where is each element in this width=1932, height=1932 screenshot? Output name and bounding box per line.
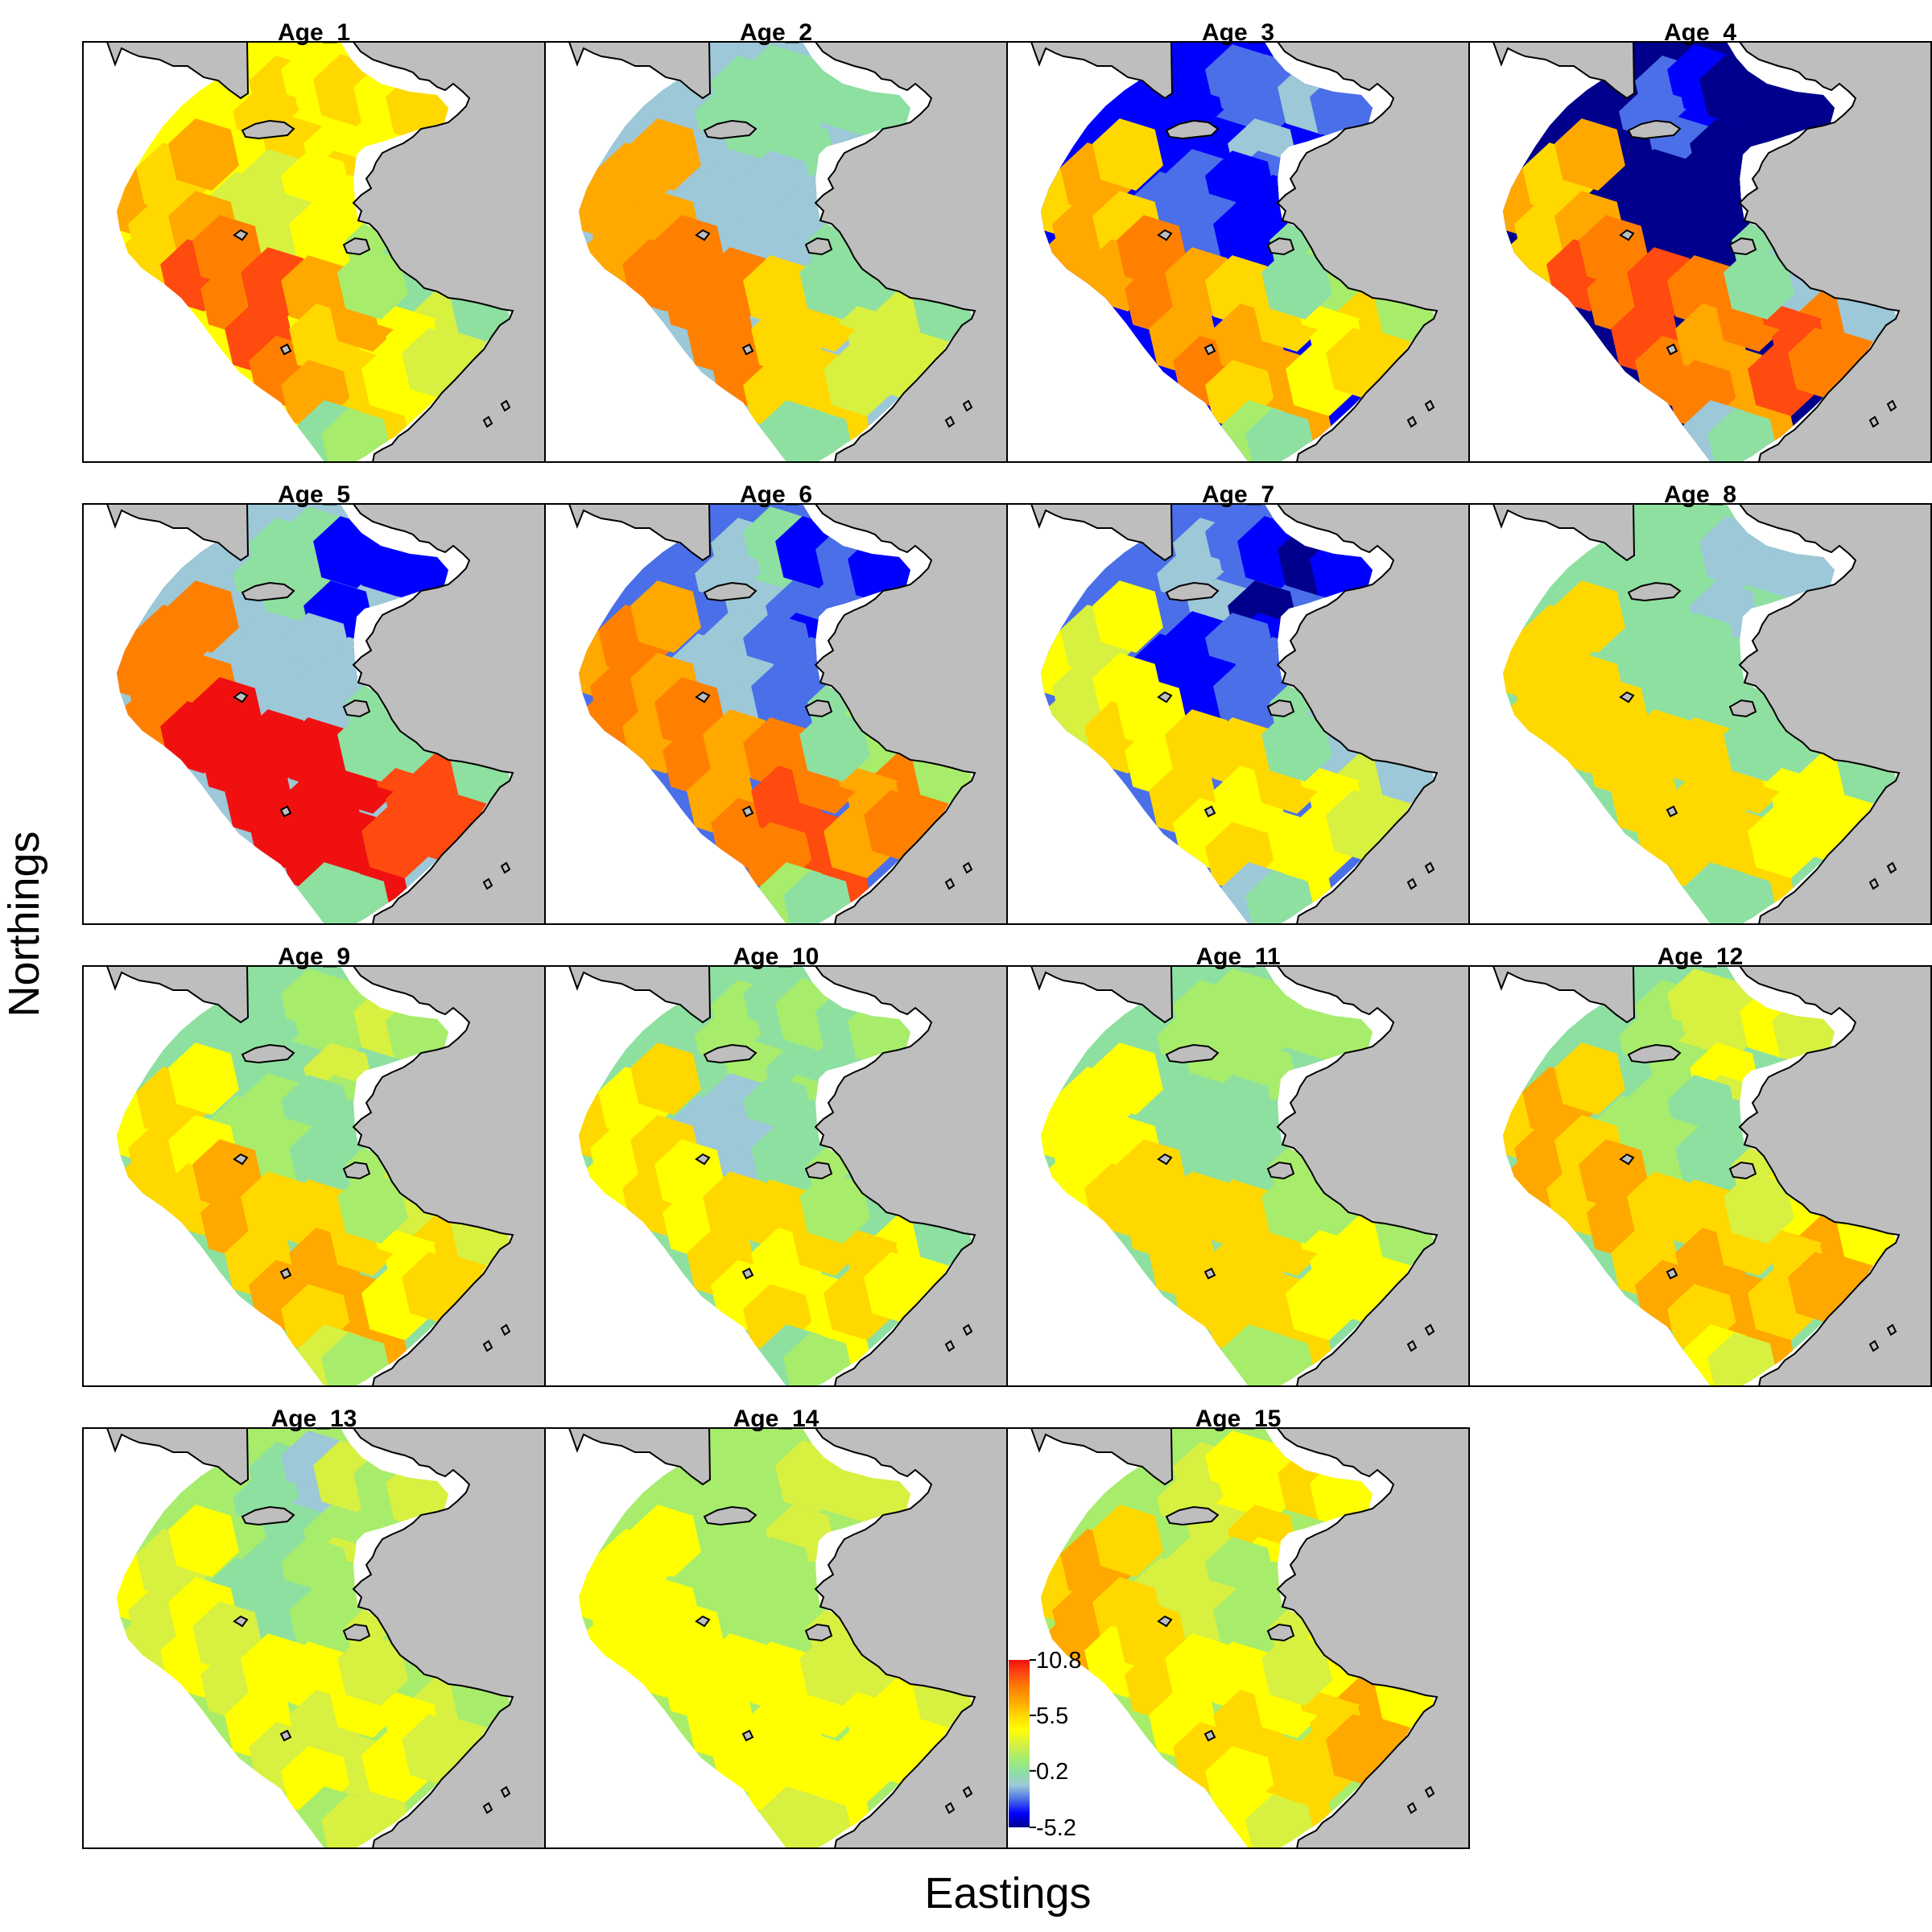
legend-tick-label: 0.2	[1036, 1759, 1068, 1785]
ocean-cell-coast	[1245, 1332, 1316, 1386]
ocean-cell-coast	[1724, 709, 1794, 782]
ocean-cell-west	[1092, 1042, 1163, 1115]
ocean-cell-coast	[1707, 1332, 1778, 1386]
legend-tick-label: 10.8	[1036, 1648, 1081, 1674]
panel-title: Age_10	[733, 943, 819, 970]
ocean-cell-coast	[1707, 870, 1778, 924]
ocean-cell-coast	[799, 1171, 870, 1244]
ocean-cell-coast	[799, 1633, 870, 1706]
map-panel: Age_4	[1468, 19, 1932, 463]
ocean-cell-coast	[783, 870, 854, 924]
legend-ticks: 10.8 5.5 0.2 -5.2	[1030, 1648, 1081, 1841]
panel-title: Age_2	[740, 19, 812, 46]
panel-title: Age_13	[271, 1406, 357, 1432]
panel-title: Age_1	[278, 19, 350, 46]
ocean-cell-coast	[337, 1633, 408, 1706]
panel-frame	[1468, 503, 1932, 925]
legend-color-bar	[1009, 1660, 1030, 1827]
ocean-cell-coast	[799, 247, 870, 320]
map-panel: Age_11	[1006, 943, 1470, 1387]
map-panel: Age_12	[1468, 943, 1932, 1387]
map-panel: Age_10	[544, 943, 1008, 1387]
panel-grid: Age_1 Age_2 Age_3 Age_4 Age_5 Age_6 Age_7 Age_8…	[82, 19, 1932, 1849]
ocean-cell-west	[1092, 118, 1163, 191]
ocean-cell-west	[630, 118, 701, 191]
panel-title: Age_7	[1202, 481, 1274, 508]
map-panel: Age_14	[544, 1406, 1008, 1849]
panel-frame	[1468, 965, 1932, 1387]
ocean-cell-coast	[1261, 709, 1332, 782]
ocean-cell-coast	[1261, 1171, 1332, 1244]
panel-title: Age_9	[278, 943, 350, 970]
ocean-cell-west	[630, 1505, 701, 1577]
panel-title: Age_12	[1657, 943, 1744, 970]
panel-title: Age_15	[1195, 1406, 1282, 1432]
ocean-cell-coast	[321, 408, 392, 462]
ocean-cell-west	[168, 1042, 239, 1115]
panel-title: Age_3	[1202, 19, 1274, 46]
map-panel: Age_15	[1006, 1406, 1470, 1849]
map-panel: Age_5	[82, 481, 546, 925]
map-panel: Age_8	[1468, 481, 1932, 925]
ocean-cell-coast	[783, 1332, 854, 1386]
panel-title: Age_14	[733, 1406, 819, 1432]
panel-frame	[1006, 1427, 1470, 1849]
ocean-cell-west	[168, 118, 239, 191]
ocean-cell-coast	[321, 870, 392, 924]
ocean-cell-coast	[1261, 247, 1332, 320]
ocean-cell-coast	[783, 408, 854, 462]
panel-title: Age_5	[278, 481, 350, 508]
color-legend: 10.8 5.5 0.2 -5.2	[1009, 1648, 1081, 1841]
ocean-cell-coast	[783, 1794, 854, 1848]
y-axis-label: Northings	[0, 831, 48, 1017]
ocean-cell-coast	[799, 709, 870, 782]
ocean-cell-west	[1092, 1505, 1163, 1577]
ocean-cell-coast	[321, 1332, 392, 1386]
ocean-cell-coast	[337, 1171, 408, 1244]
map-panel: Age_2	[544, 19, 1008, 463]
ocean-cell-coast	[1245, 870, 1316, 924]
ocean-cell-west	[630, 580, 701, 653]
map-panel: Age_9	[82, 943, 546, 1387]
panel-title: Age_4	[1664, 19, 1736, 46]
ocean-cell-coast	[321, 1794, 392, 1848]
ocean-cell-west	[168, 580, 239, 653]
ocean-cell-west	[1554, 118, 1625, 191]
legend-tick-label: 5.5	[1036, 1703, 1068, 1729]
panel-frame	[1468, 41, 1932, 463]
ocean-cell-west	[1554, 1042, 1625, 1115]
map-panel: Age_6	[544, 481, 1008, 925]
map-panel: Age_13	[82, 1406, 546, 1849]
ocean-cell-coast	[1724, 1171, 1794, 1244]
ocean-cell-coast	[1707, 408, 1778, 462]
legend-tick-label: -5.2	[1036, 1815, 1076, 1841]
panel-title: Age_11	[1195, 943, 1280, 970]
map-panel: Age_1	[82, 19, 546, 463]
ocean-cell-coast	[337, 247, 408, 320]
ocean-cell-west	[1554, 580, 1625, 653]
map-panel: Age_3	[1006, 19, 1470, 463]
ocean-cell-coast	[1724, 247, 1794, 320]
ocean-cell-coast	[337, 709, 408, 782]
ocean-cell-west	[1092, 580, 1163, 653]
panel-title: Age_6	[740, 481, 812, 508]
ocean-cell-coast	[1261, 1633, 1332, 1706]
ocean-cell-coast	[1245, 408, 1316, 462]
panel-title: Age_8	[1664, 481, 1736, 508]
ocean-cell-west	[168, 1505, 239, 1577]
ocean-cell-west	[630, 1042, 701, 1115]
ocean-cell-coast	[1245, 1794, 1316, 1848]
x-axis-label: Eastings	[924, 1869, 1091, 1918]
map-panel: Age_7	[1006, 481, 1470, 925]
